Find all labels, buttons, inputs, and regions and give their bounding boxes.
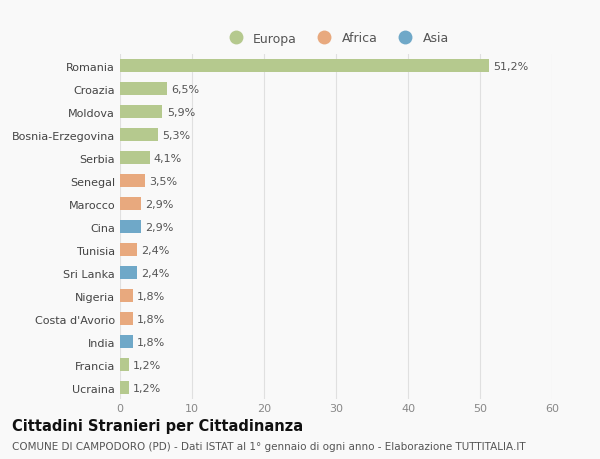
- Bar: [120, 313, 133, 325]
- Text: 4,1%: 4,1%: [154, 153, 182, 163]
- Text: 1,8%: 1,8%: [137, 337, 166, 347]
- Text: 5,9%: 5,9%: [167, 107, 195, 118]
- Bar: [120, 60, 488, 73]
- Bar: [120, 381, 128, 394]
- Bar: [120, 244, 137, 257]
- Bar: [120, 152, 149, 165]
- Bar: [120, 129, 158, 142]
- Text: 2,9%: 2,9%: [145, 199, 173, 209]
- Bar: [120, 358, 128, 371]
- Text: 2,4%: 2,4%: [142, 268, 170, 278]
- Bar: [120, 336, 133, 348]
- Text: 5,3%: 5,3%: [163, 130, 191, 140]
- Text: 51,2%: 51,2%: [493, 62, 528, 72]
- Text: 3,5%: 3,5%: [149, 176, 178, 186]
- Text: 1,2%: 1,2%: [133, 383, 161, 393]
- Text: COMUNE DI CAMPODORO (PD) - Dati ISTAT al 1° gennaio di ogni anno - Elaborazione : COMUNE DI CAMPODORO (PD) - Dati ISTAT al…: [12, 441, 526, 451]
- Text: 1,2%: 1,2%: [133, 360, 161, 370]
- Text: 6,5%: 6,5%: [171, 84, 199, 95]
- Text: 1,8%: 1,8%: [137, 291, 166, 301]
- Text: 2,4%: 2,4%: [142, 245, 170, 255]
- Text: 1,8%: 1,8%: [137, 314, 166, 324]
- Bar: [120, 83, 167, 96]
- Bar: [120, 106, 163, 119]
- Bar: [120, 198, 141, 211]
- Bar: [120, 221, 141, 234]
- Text: 2,9%: 2,9%: [145, 222, 173, 232]
- Bar: [120, 267, 137, 280]
- Bar: [120, 290, 133, 302]
- Legend: Europa, Africa, Asia: Europa, Africa, Asia: [223, 33, 449, 45]
- Text: Cittadini Stranieri per Cittadinanza: Cittadini Stranieri per Cittadinanza: [12, 418, 303, 433]
- Bar: [120, 175, 145, 188]
